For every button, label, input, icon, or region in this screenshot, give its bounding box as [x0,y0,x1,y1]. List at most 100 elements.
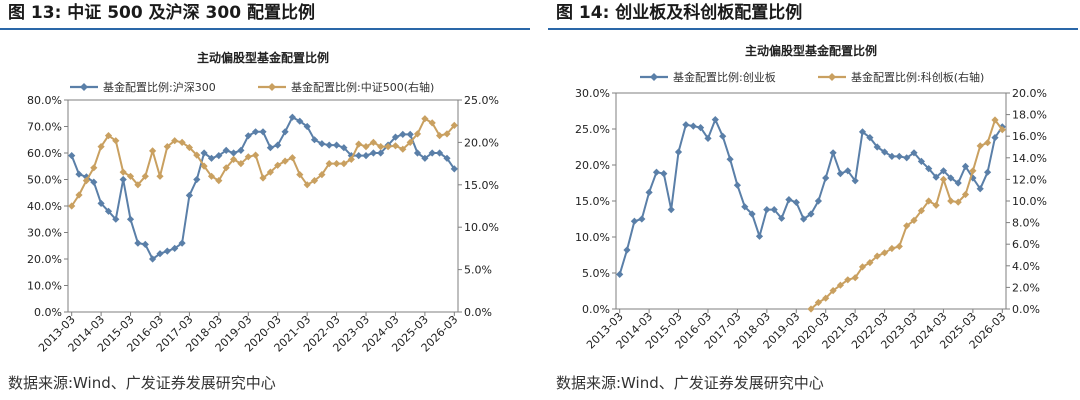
data-point [616,270,624,278]
data-point [369,149,377,157]
legend-label: 基金配置比例:科创板(右轴) [851,70,984,84]
y-right-tick-label: 25.0% [464,94,499,107]
legend-marker-icon [828,73,836,81]
data-point [689,122,697,130]
data-point [244,153,252,161]
data-point [75,170,83,178]
legend-label: 基金配置比例:沪深300 [103,80,216,94]
data-point [288,154,296,162]
data-point [917,157,925,165]
data-point [406,130,414,138]
data-point [741,203,749,211]
data-point [674,148,683,156]
data-point [421,154,429,162]
data-point [340,160,348,168]
data-point [97,199,105,207]
data-point [814,197,822,205]
data-point [112,137,120,145]
data-point [947,197,955,205]
data-point [660,170,668,178]
legend-label: 基金配置比例:中证500(右轴) [291,80,434,94]
data-point [851,274,859,282]
data-point [90,164,98,172]
data-point [925,197,933,205]
data-point [954,198,962,206]
data-point [807,210,815,218]
data-point [266,168,274,176]
data-point [413,130,422,138]
data-point [866,134,874,142]
data-point [156,250,164,258]
y-right-tick-label: 20.0% [464,136,499,149]
data-point [288,113,296,121]
data-point [252,128,260,136]
data-point [119,175,127,184]
data-point [888,152,896,160]
y-left-tick-label: 40.0% [27,200,62,213]
data-point [421,115,429,123]
data-point [638,215,646,223]
y-right-tick-label: 6.0% [1012,238,1040,251]
data-point [310,177,319,185]
data-point [318,140,326,148]
data-point [237,160,245,168]
data-point [829,149,837,157]
y-left-tick-label: 30.0% [575,87,610,100]
y-right-tick-label: 15.0% [464,179,499,192]
y-left-tick-label: 20.0% [27,253,62,266]
y-right-tick-label: 8.0% [1012,217,1040,230]
data-point [377,143,385,151]
y-right-tick-label: 4.0% [1012,260,1040,273]
data-point [259,174,267,182]
data-point [252,151,260,159]
data-point [932,173,940,181]
y-right-tick-label: 20.0% [1012,87,1047,100]
legend-marker-icon [650,73,658,81]
data-point [881,249,889,257]
y-right-tick-label: 10.0% [1012,195,1047,208]
data-point [244,132,252,140]
data-point [976,185,984,193]
y-right-tick-label: 0.0% [1012,303,1040,316]
data-point [947,174,955,182]
data-point [274,161,282,169]
data-point [185,191,193,199]
source-note: 数据来源:Wind、广发证券发展研究中心 [556,374,824,392]
data-point [134,181,142,189]
data-point [844,276,852,284]
data-point [200,162,208,170]
data-point [141,240,149,248]
data-point [230,155,238,163]
data-point [829,287,837,295]
data-point [733,181,741,189]
y-left-tick-label: 0.0% [582,303,610,316]
data-point [939,167,948,175]
data-point [682,121,690,129]
data-point [347,152,355,160]
data-point [362,143,370,151]
y-right-tick-label: 12.0% [1012,173,1047,186]
data-point [340,144,348,152]
data-point [259,128,267,136]
data-point [112,215,120,223]
data-point [726,155,734,163]
data-point [866,259,874,267]
data-point [82,177,90,185]
y-right-tick-label: 14.0% [1012,152,1047,165]
data-point [126,215,135,223]
data-point [296,117,304,125]
data-point [178,138,186,146]
data-point [984,168,992,176]
legend-marker-icon [80,83,88,91]
data-point [215,152,223,160]
data-point [844,167,852,175]
data-point [984,139,992,147]
legend-marker-icon [268,83,276,91]
data-point [171,137,179,145]
data-point [391,142,400,150]
y-left-tick-label: 15.0% [575,195,610,208]
data-point [185,143,193,152]
data-point [134,239,142,247]
data-point [917,207,925,215]
